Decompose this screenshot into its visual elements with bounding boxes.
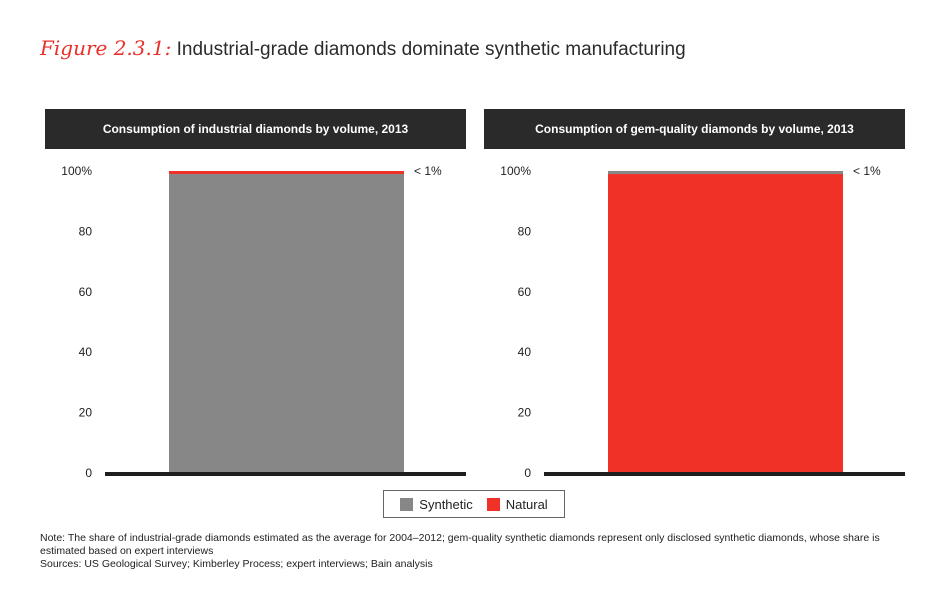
bar-segment-synthetic	[169, 174, 404, 473]
y-tick-label: 0	[85, 466, 92, 479]
y-tick-label: 20	[79, 406, 93, 420]
chart-industrial: 0 20 40 60 80 100% < 1%	[61, 164, 466, 479]
chart-gem: 0 20 40 60 80 100% < 1%	[500, 164, 905, 479]
legend-item-natural: Natural	[486, 496, 548, 512]
y-tick-label: 100%	[61, 164, 92, 178]
y-tick-label: 60	[518, 285, 532, 299]
y-tick-label: 0	[524, 466, 531, 479]
annotation-label: < 1%	[414, 164, 442, 178]
chart-panel-gem: Consumption of gem-quality diamonds by v…	[484, 109, 905, 479]
chart-legend: Synthetic Natural	[383, 490, 565, 518]
note-text: Note: The share of industrial-grade diam…	[40, 532, 880, 557]
y-tick-label: 100%	[500, 164, 531, 178]
x-axis-line	[544, 472, 905, 476]
y-tick-label: 80	[518, 224, 532, 238]
y-tick-label: 80	[79, 224, 93, 238]
y-tick-label: 20	[518, 406, 532, 420]
sources-text: Sources: US Geological Survey; Kimberley…	[40, 558, 433, 570]
chart-title-gem: Consumption of gem-quality diamonds by v…	[484, 109, 905, 149]
figure-title-text: Industrial-grade diamonds dominate synth…	[176, 39, 686, 60]
legend-label-natural: Natural	[505, 496, 548, 512]
x-axis-line	[105, 472, 466, 476]
legend-item-synthetic: Synthetic	[400, 496, 473, 512]
legend-label-synthetic: Synthetic	[419, 496, 473, 512]
y-tick-label: 40	[518, 345, 532, 359]
bar-segment-natural	[608, 174, 843, 473]
y-tick-label: 60	[79, 285, 93, 299]
annotation-label: < 1%	[853, 164, 881, 178]
bar-segment-synthetic	[608, 171, 843, 175]
figure-label: Figure 2.3.1:	[40, 36, 172, 60]
figure-title: Figure 2.3.1: Industrial-grade diamonds …	[40, 36, 686, 61]
bar-segment-natural	[169, 171, 404, 175]
footnotes: Note: The share of industrial-grade diam…	[40, 532, 920, 571]
legend-swatch-natural	[486, 497, 500, 511]
chart-panel-industrial: Consumption of industrial diamonds by vo…	[45, 109, 466, 479]
chart-title-industrial: Consumption of industrial diamonds by vo…	[45, 109, 466, 149]
y-tick-label: 40	[79, 345, 93, 359]
legend-swatch-synthetic	[400, 497, 414, 511]
